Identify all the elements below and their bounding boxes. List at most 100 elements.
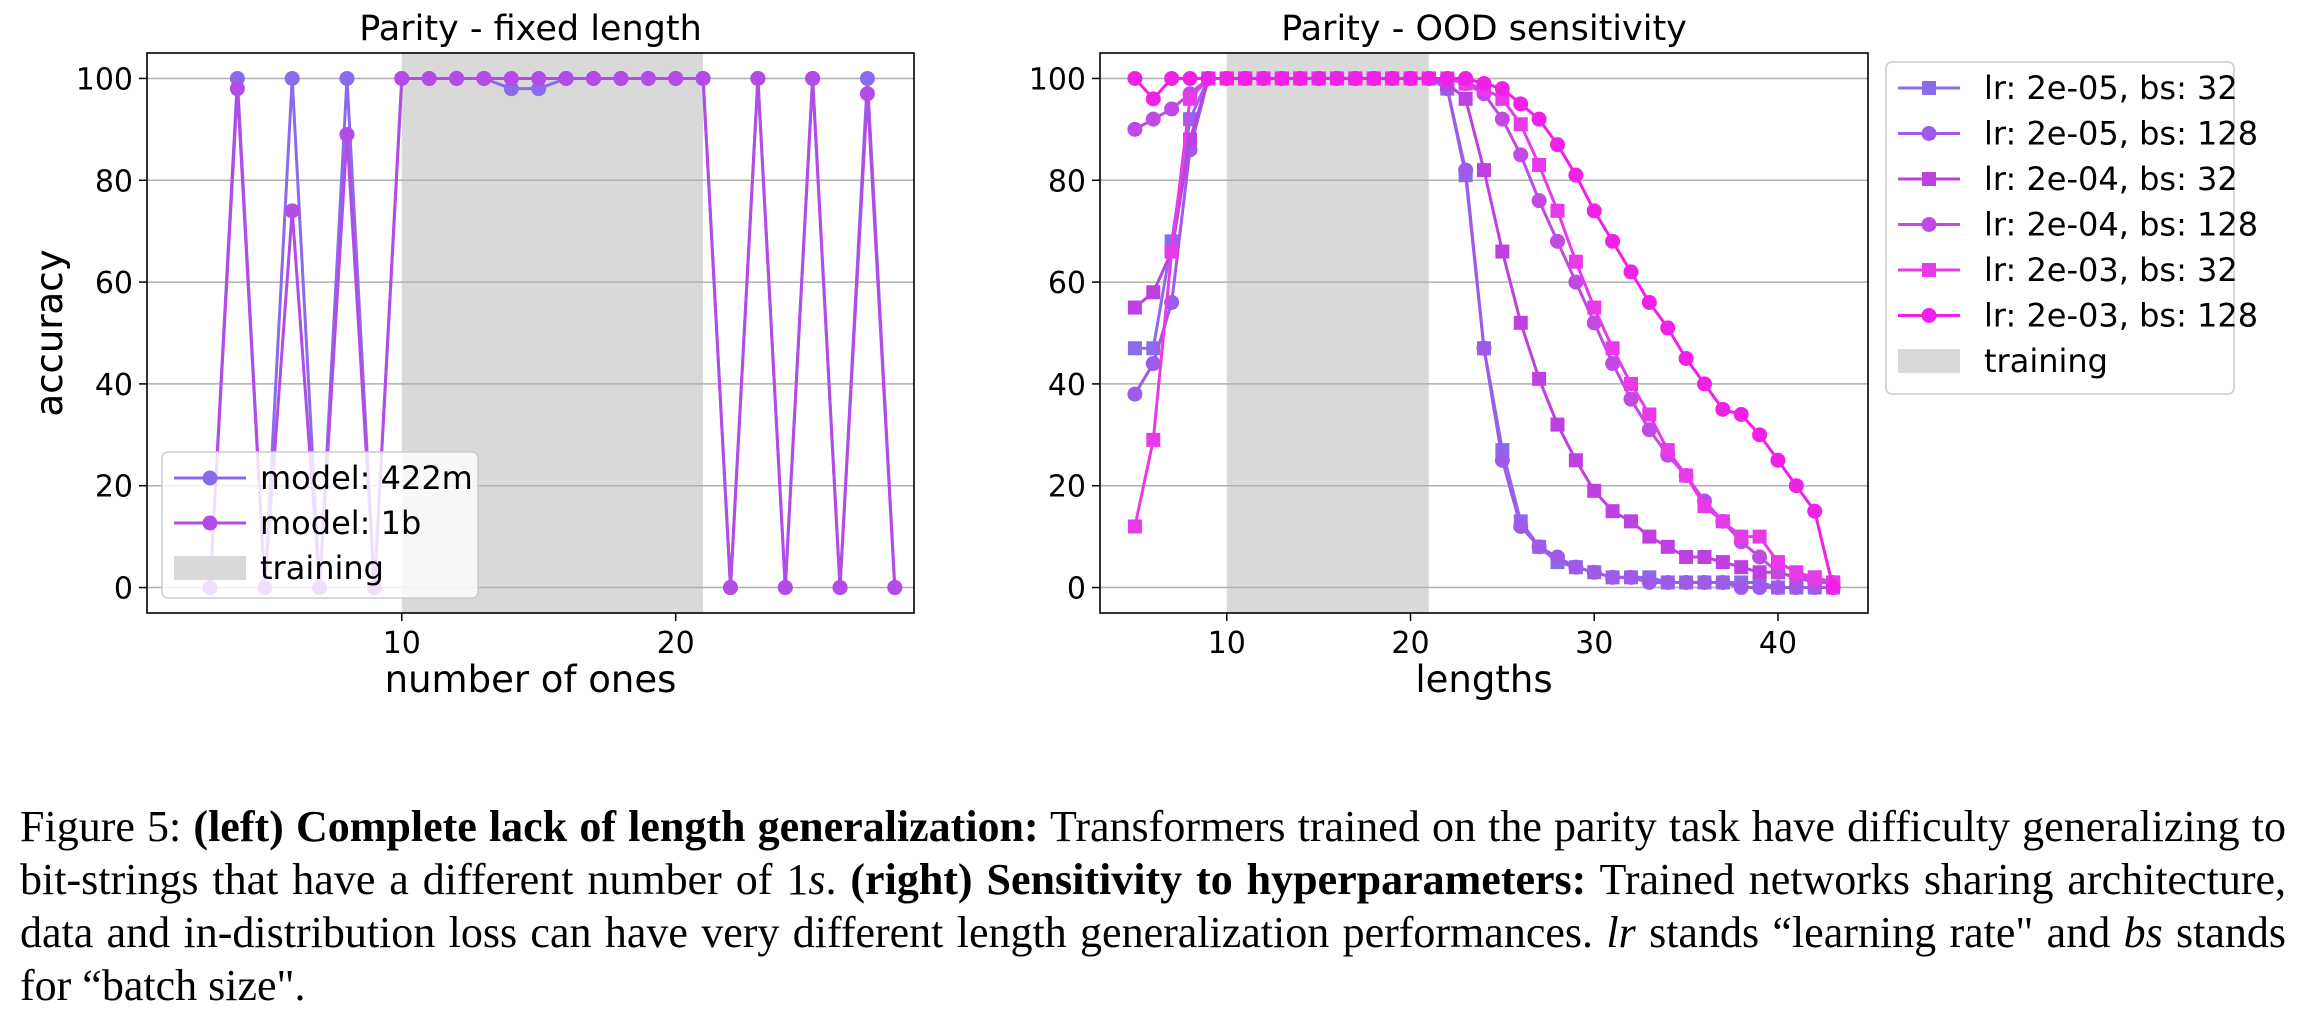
legend-box [1885, 61, 2235, 395]
data-point [1513, 147, 1529, 163]
data-point [1788, 478, 1804, 494]
data-point [1587, 483, 1602, 498]
legend-entry: lr: 2e-03, bs: 32 [1984, 251, 2238, 289]
data-point [1733, 580, 1749, 596]
data-point [1183, 91, 1198, 106]
data-point [421, 70, 437, 86]
data-point [1531, 539, 1547, 555]
data-point [1641, 574, 1657, 590]
data-point [1494, 452, 1510, 468]
data-point [1494, 111, 1510, 127]
y-tick-label: 60 [1048, 266, 1086, 301]
data-point [1605, 356, 1621, 372]
legend-swatch-marker [202, 515, 218, 531]
data-point [1146, 432, 1161, 447]
data-point [1568, 274, 1584, 290]
data-point [1623, 391, 1639, 407]
chart-title: Parity - OOD sensitivity [1281, 9, 1687, 49]
data-point [284, 203, 300, 219]
data-point [640, 70, 656, 86]
caption-right-text: Trained networks sharing architecture, d… [20, 855, 2287, 957]
caption-bs-text: stands for “batch size". [20, 908, 2287, 1010]
data-point [1752, 529, 1767, 544]
data-point [1660, 443, 1675, 458]
data-point [777, 580, 793, 596]
data-point [1127, 386, 1143, 402]
data-point [1623, 514, 1638, 529]
data-point [1696, 376, 1712, 392]
y-tick-label: 80 [95, 164, 133, 199]
y-tick-label: 80 [1048, 164, 1086, 199]
data-point [1256, 70, 1272, 86]
legend: model: 422m model: 1b training [161, 451, 479, 599]
data-point [1605, 504, 1620, 519]
data-point [1458, 70, 1474, 86]
legend-swatch-marker [1921, 126, 1937, 141]
data-point [1752, 427, 1768, 443]
caption-figure-label: Figure 5: [20, 802, 182, 851]
data-point [1513, 518, 1529, 534]
data-point [668, 70, 684, 86]
data-point [1587, 300, 1602, 315]
data-point [1477, 163, 1491, 178]
caption-left-heading: Complete lack of length generalization: [295, 802, 1039, 851]
x-tick-label: 30 [1575, 626, 1613, 661]
data-point [1513, 315, 1528, 330]
legend-entry: lr: 2e-05, bs: 32 [1984, 69, 2238, 107]
data-point [1513, 117, 1528, 132]
legend-entry: lr: 2e-05, bs: 128 [1984, 115, 2258, 153]
data-point [1421, 70, 1437, 86]
data-point [586, 70, 602, 86]
data-point [1384, 70, 1400, 86]
y-tick-label: 40 [95, 368, 133, 403]
data-point [339, 126, 355, 142]
legend-entry-training: training [1984, 342, 2108, 380]
data-point [1164, 70, 1180, 86]
data-point [1366, 70, 1382, 86]
data-point [722, 580, 738, 596]
data-point [1532, 371, 1547, 386]
plot-frame [1099, 52, 1869, 614]
plot-frame [146, 52, 915, 614]
data-point [1549, 233, 1565, 249]
data-point [1807, 503, 1823, 519]
data-point [1145, 111, 1161, 127]
data-point [1697, 550, 1712, 564]
data-point [1697, 499, 1712, 514]
data-point [1458, 162, 1474, 178]
data-point [1770, 580, 1786, 596]
data-point [832, 580, 848, 596]
y-tick-label: 0 [114, 572, 133, 607]
data-point [1770, 452, 1786, 468]
x-tick-label: 40 [1759, 626, 1797, 661]
data-point [1495, 91, 1510, 106]
data-point [887, 580, 903, 596]
data-point [1568, 453, 1583, 468]
legend-entry: model: 422m [260, 459, 473, 497]
legend-swatch-marker [1921, 217, 1937, 232]
data-point [1825, 580, 1841, 596]
data-point [1752, 580, 1768, 596]
y-tick-label: 100 [1029, 62, 1086, 97]
data-point [1623, 376, 1638, 391]
y-axis-label: accuracy [28, 250, 71, 417]
data-point [1200, 70, 1216, 86]
data-point [1752, 549, 1768, 565]
x-tick-label: 10 [1208, 626, 1246, 661]
data-point [1734, 529, 1749, 544]
x-tick-label: 20 [1391, 626, 1429, 661]
y-tick-label: 100 [76, 62, 133, 97]
data-point [476, 70, 492, 86]
data-point [531, 70, 547, 86]
data-point [1586, 203, 1602, 219]
data-point [503, 70, 519, 86]
legend-swatch-marker [1922, 81, 1936, 95]
data-point [1605, 233, 1621, 249]
data-point [1145, 91, 1161, 107]
data-point [1568, 254, 1583, 269]
data-point [1642, 407, 1657, 422]
data-point [1623, 569, 1639, 585]
data-point [1531, 193, 1547, 209]
chart-title: Parity - fixed length [359, 9, 702, 49]
